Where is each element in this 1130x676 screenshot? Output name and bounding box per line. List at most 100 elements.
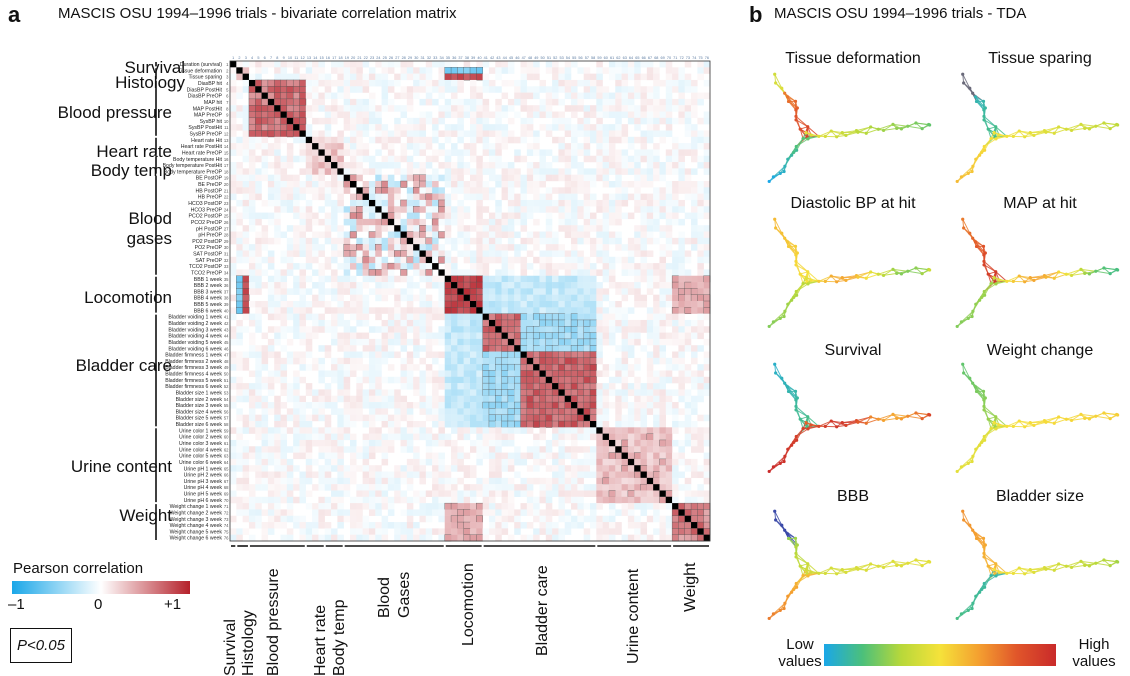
matrix-cell xyxy=(501,301,509,308)
matrix-cell xyxy=(343,86,351,93)
matrix-cell xyxy=(274,471,281,479)
matrix-cell xyxy=(318,73,325,81)
matrix-cell xyxy=(274,162,281,169)
matrix-cell xyxy=(495,136,502,144)
column-index: 33 xyxy=(433,56,437,60)
matrix-cell xyxy=(621,199,629,207)
matrix-cell xyxy=(526,237,534,245)
matrix-cell xyxy=(394,212,401,220)
matrix-cell xyxy=(318,446,325,453)
matrix-cell xyxy=(482,534,490,542)
matrix-cell xyxy=(476,155,483,163)
matrix-cell xyxy=(596,111,603,119)
matrix-cell xyxy=(261,414,269,422)
matrix-cell xyxy=(362,86,370,93)
group-label-histology: Histology xyxy=(115,73,185,92)
variable-label: Heart rate PostHit xyxy=(181,144,223,150)
matrix-cell xyxy=(356,282,363,289)
matrix-cell xyxy=(236,433,243,441)
matrix-cell xyxy=(520,509,528,516)
matrix-cell xyxy=(343,427,351,434)
matrix-cell xyxy=(672,477,679,485)
matrix-cell xyxy=(331,465,338,472)
matrix-cell xyxy=(621,67,629,74)
matrix-cell xyxy=(425,263,433,270)
matrix-cell xyxy=(488,389,496,397)
matrix-cell xyxy=(507,263,515,270)
matrix-cell xyxy=(444,181,452,188)
matrix-cell xyxy=(520,301,528,308)
matrix-cell xyxy=(350,364,357,371)
matrix-cell xyxy=(381,408,389,415)
column-index: 32 xyxy=(427,56,431,60)
matrix-cell xyxy=(583,136,591,144)
matrix-cell xyxy=(634,357,641,365)
matrix-cell xyxy=(230,79,237,87)
matrix-cell xyxy=(255,446,262,453)
matrix-cell xyxy=(457,149,464,156)
matrix-cell xyxy=(495,199,502,207)
matrix-cell xyxy=(558,490,565,497)
matrix-cell xyxy=(350,402,357,409)
matrix-cell xyxy=(526,370,534,378)
matrix-cell xyxy=(507,136,515,144)
matrix-cell xyxy=(381,439,389,447)
matrix-cell xyxy=(293,73,300,81)
matrix-cell xyxy=(242,111,250,119)
matrix-cell xyxy=(432,193,439,201)
matrix-cell xyxy=(324,301,332,308)
matrix-cell xyxy=(671,281,679,289)
matrix-cell xyxy=(501,458,509,466)
matrix-cell xyxy=(640,421,648,428)
matrix-cell xyxy=(457,275,465,283)
diagonal-cell xyxy=(495,326,502,333)
matrix-cell xyxy=(255,155,262,163)
matrix-cell xyxy=(324,237,332,245)
matrix-cell xyxy=(381,288,389,295)
matrix-cell xyxy=(286,130,294,138)
matrix-cell xyxy=(545,124,553,131)
matrix-cell xyxy=(583,363,591,371)
matrix-cell xyxy=(501,319,509,327)
matrix-cell xyxy=(665,294,673,302)
matrix-cell xyxy=(293,199,300,207)
matrix-cell xyxy=(583,231,591,239)
matrix-cell xyxy=(495,86,502,93)
matrix-cell xyxy=(482,389,490,397)
matrix-cell xyxy=(368,522,376,529)
matrix-cell xyxy=(514,244,521,251)
matrix-cell xyxy=(551,389,559,397)
matrix-cell xyxy=(451,509,458,516)
bottom-group-lines xyxy=(231,545,709,547)
matrix-cell xyxy=(577,490,584,497)
matrix-cell xyxy=(337,345,344,352)
matrix-cell xyxy=(293,187,300,194)
matrix-cell xyxy=(665,79,673,87)
matrix-cell xyxy=(356,534,363,542)
matrix-cell xyxy=(596,452,603,460)
matrix-cell xyxy=(476,212,483,220)
matrix-cell xyxy=(394,414,401,422)
matrix-cell xyxy=(495,282,502,289)
matrix-cell xyxy=(653,130,660,137)
matrix-cell xyxy=(476,522,483,529)
matrix-cell xyxy=(488,408,496,416)
matrix-cell xyxy=(520,345,528,352)
significance-label: P<0.05 xyxy=(17,637,65,654)
matrix-cell xyxy=(406,225,414,232)
matrix-cell xyxy=(691,79,698,87)
column-index: 6 xyxy=(264,56,266,60)
matrix-cell xyxy=(577,263,584,270)
matrix-cell xyxy=(470,98,477,106)
matrix-cell xyxy=(324,351,332,359)
matrix-cell xyxy=(659,61,666,68)
matrix-cell xyxy=(608,136,616,144)
matrix-cell xyxy=(368,218,376,226)
matrix-cell xyxy=(356,117,363,125)
matrix-cell xyxy=(432,206,439,213)
matrix-cell xyxy=(432,212,439,220)
matrix-cell xyxy=(242,67,250,74)
matrix-cell xyxy=(571,206,578,213)
matrix-cell xyxy=(571,282,578,289)
matrix-cell xyxy=(653,370,660,377)
